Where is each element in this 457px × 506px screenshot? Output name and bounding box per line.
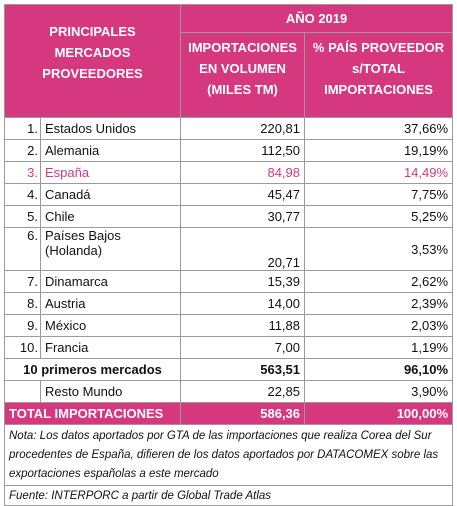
share-header: % PAÍS PROVEEDOR s/TOTAL IMPORTACIONES bbox=[304, 31, 454, 119]
data-row: 10. Francia 7,00 1,19% bbox=[4, 336, 454, 359]
note-row: Nota: Los datos aportados por GTA de las… bbox=[3, 424, 454, 486]
top10-row: 10 primeros mercados 563,51 96,10% bbox=[3, 358, 454, 381]
share: 100,00% bbox=[304, 402, 454, 425]
country: España bbox=[39, 161, 182, 184]
country: Dinamarca bbox=[39, 270, 182, 293]
country: Canadá bbox=[39, 183, 182, 206]
share: 96,10% bbox=[304, 358, 454, 381]
data-row: 1. Estados Unidos 220,81 37,66% bbox=[4, 117, 454, 140]
country: Estados Unidos bbox=[39, 117, 182, 140]
volume: 586,36 bbox=[180, 402, 306, 425]
share: 14,49% bbox=[304, 161, 454, 184]
data-row: 5. Chile 30,77 5,25% bbox=[4, 205, 454, 228]
note: Nota: Los datos aportados por GTA de las… bbox=[3, 424, 454, 486]
year-header: AÑO 2019 bbox=[180, 4, 454, 33]
rank: 1. bbox=[4, 117, 41, 140]
volume: 220,81 bbox=[180, 117, 306, 140]
label: Resto Mundo bbox=[39, 380, 182, 403]
rank: 2. bbox=[4, 139, 41, 162]
label: 10 primeros mercados bbox=[3, 358, 182, 381]
share: 1,19% bbox=[304, 336, 454, 359]
source-row: Fuente: INTERPORC a partir de Global Tra… bbox=[3, 485, 454, 506]
label: TOTAL IMPORTACIONES bbox=[3, 402, 182, 425]
country: Chile bbox=[39, 205, 182, 228]
share: 5,25% bbox=[304, 205, 454, 228]
share: 3,53% bbox=[304, 227, 454, 271]
header-row: PRINCIPALES MERCADOS PROVEEDORES AÑO 201… bbox=[3, 4, 454, 118]
data-row: 9. México 11,88 2,03% bbox=[4, 314, 454, 337]
volume: 14,00 bbox=[180, 292, 306, 315]
share: 2,03% bbox=[304, 314, 454, 337]
share: 19,19% bbox=[304, 139, 454, 162]
volume: 30,77 bbox=[180, 205, 306, 228]
volume: 20,71 bbox=[180, 227, 306, 271]
spacer bbox=[4, 380, 41, 403]
data-row: 4. Canadá 45,47 7,75% bbox=[4, 183, 454, 206]
rank: 7. bbox=[4, 270, 41, 293]
rank: 4. bbox=[4, 183, 41, 206]
rank: 9. bbox=[4, 314, 41, 337]
country: Países Bajos (Holanda) bbox=[39, 227, 182, 271]
table-body: 1. Estados Unidos 220,81 37,66% 2. Alemania 11… bbox=[3, 117, 454, 506]
data-row: 6. Países Bajos (Holanda) 20,71 3,53% bbox=[4, 227, 454, 271]
rank: 3. bbox=[4, 161, 41, 184]
imports-table: PRINCIPALES MERCADOS PROVEEDORES AÑO 201… bbox=[3, 4, 454, 506]
share: 2,62% bbox=[304, 270, 454, 293]
share: 2,39% bbox=[304, 292, 454, 315]
country: Alemania bbox=[39, 139, 182, 162]
rest-row: Resto Mundo 22,85 3,90% bbox=[4, 380, 454, 403]
country: Francia bbox=[39, 336, 182, 359]
country: Austria bbox=[39, 292, 182, 315]
market-header: PRINCIPALES MERCADOS PROVEEDORES bbox=[3, 4, 182, 118]
volume: 45,47 bbox=[180, 183, 306, 206]
volume: 15,39 bbox=[180, 270, 306, 293]
share: 7,75% bbox=[304, 183, 454, 206]
rank: 6. bbox=[4, 227, 41, 271]
country: México bbox=[39, 314, 182, 337]
table-header: PRINCIPALES MERCADOS PROVEEDORES AÑO 201… bbox=[3, 4, 454, 119]
volume: 563,51 bbox=[180, 358, 306, 381]
rank: 10. bbox=[4, 336, 41, 359]
rank: 8. bbox=[4, 292, 41, 315]
volume-header: IMPORTACIONES EN VOLUMEN (MILES TM) bbox=[180, 31, 306, 119]
volume: 11,88 bbox=[180, 314, 306, 337]
header-row: IMPORTACIONES EN VOLUMEN (MILES TM) % PA… bbox=[5, 31, 454, 119]
volume: 84,98 bbox=[180, 161, 306, 184]
data-row: 7. Dinamarca 15,39 2,62% bbox=[4, 270, 454, 293]
source: Fuente: INTERPORC a partir de Global Tra… bbox=[3, 485, 454, 506]
volume: 22,85 bbox=[180, 380, 306, 403]
table-wrapper: PRINCIPALES MERCADOS PROVEEDORES AÑO 201… bbox=[3, 4, 454, 506]
share: 3,90% bbox=[304, 380, 454, 403]
data-row: 3. España 84,98 14,49% bbox=[4, 161, 454, 184]
total-row: TOTAL IMPORTACIONES 586,36 100,00% bbox=[3, 402, 454, 425]
data-row: 2. Alemania 112,50 19,19% bbox=[4, 139, 454, 162]
volume: 112,50 bbox=[180, 139, 306, 162]
volume: 7,00 bbox=[180, 336, 306, 359]
share: 37,66% bbox=[304, 117, 454, 140]
data-row: 8. Austria 14,00 2,39% bbox=[4, 292, 454, 315]
rank: 5. bbox=[4, 205, 41, 228]
